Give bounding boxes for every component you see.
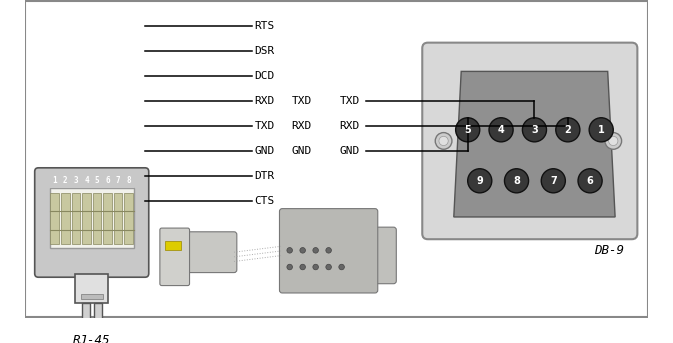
Circle shape [456,118,480,142]
Text: RXD: RXD [291,121,312,131]
Bar [94,303,102,322]
FancyBboxPatch shape [279,209,378,293]
Circle shape [300,248,306,253]
FancyBboxPatch shape [422,43,637,239]
FancyBboxPatch shape [160,228,190,286]
Circle shape [313,264,318,270]
Bar [103,193,112,244]
Text: TXD: TXD [340,96,360,106]
Bar [81,294,103,299]
Text: DTR: DTR [254,171,275,181]
Circle shape [326,248,331,253]
Circle shape [435,133,452,149]
Text: 4: 4 [498,125,505,135]
Text: 6: 6 [105,176,110,185]
Text: 6: 6 [587,176,594,186]
Bar [82,193,91,244]
Circle shape [287,264,293,270]
Text: 8: 8 [127,176,131,185]
Circle shape [589,118,613,142]
Text: 3: 3 [73,176,78,185]
Text: 3: 3 [531,125,538,135]
Text: 2: 2 [63,176,68,185]
Text: 8: 8 [513,176,520,186]
Circle shape [439,136,448,145]
Bar [50,188,134,248]
Text: DSR: DSR [254,46,275,56]
Text: TXD: TXD [254,121,275,131]
Bar [75,273,108,303]
Text: DCD: DCD [254,71,275,81]
Bar [50,193,59,244]
FancyBboxPatch shape [308,227,396,284]
Text: RJ-45: RJ-45 [73,334,110,343]
Bar [125,193,133,244]
Text: 4: 4 [84,176,89,185]
Circle shape [468,169,492,193]
Circle shape [300,264,306,270]
FancyBboxPatch shape [35,168,149,277]
Circle shape [556,118,580,142]
Circle shape [313,248,318,253]
Text: GND: GND [340,146,360,156]
Bar [50,173,134,188]
Circle shape [608,136,618,145]
Text: RXD: RXD [254,96,275,106]
Circle shape [522,118,546,142]
Text: 1: 1 [598,125,604,135]
Bar [71,193,80,244]
Bar [93,193,102,244]
Circle shape [505,169,528,193]
Text: GND: GND [254,146,275,156]
Text: RXD: RXD [340,121,360,131]
Text: DB-9: DB-9 [594,244,624,257]
Circle shape [578,169,602,193]
Text: CTS: CTS [254,196,275,206]
Circle shape [541,169,565,193]
Circle shape [605,133,622,149]
Circle shape [339,264,345,270]
Bar [61,193,70,244]
Text: 9: 9 [476,176,483,186]
Polygon shape [454,71,615,217]
Bar [114,193,122,244]
Text: 5: 5 [95,176,100,185]
Text: GND: GND [291,146,312,156]
FancyBboxPatch shape [178,232,237,273]
Circle shape [326,264,331,270]
Bar [81,303,90,322]
Text: 2: 2 [565,125,571,135]
Bar [164,241,181,250]
Text: RTS: RTS [254,21,275,31]
Text: 7: 7 [550,176,557,186]
Text: 1: 1 [52,176,57,185]
Circle shape [287,248,293,253]
Circle shape [489,118,513,142]
Text: 7: 7 [116,176,120,185]
Text: TXD: TXD [291,96,312,106]
Text: 5: 5 [464,125,471,135]
